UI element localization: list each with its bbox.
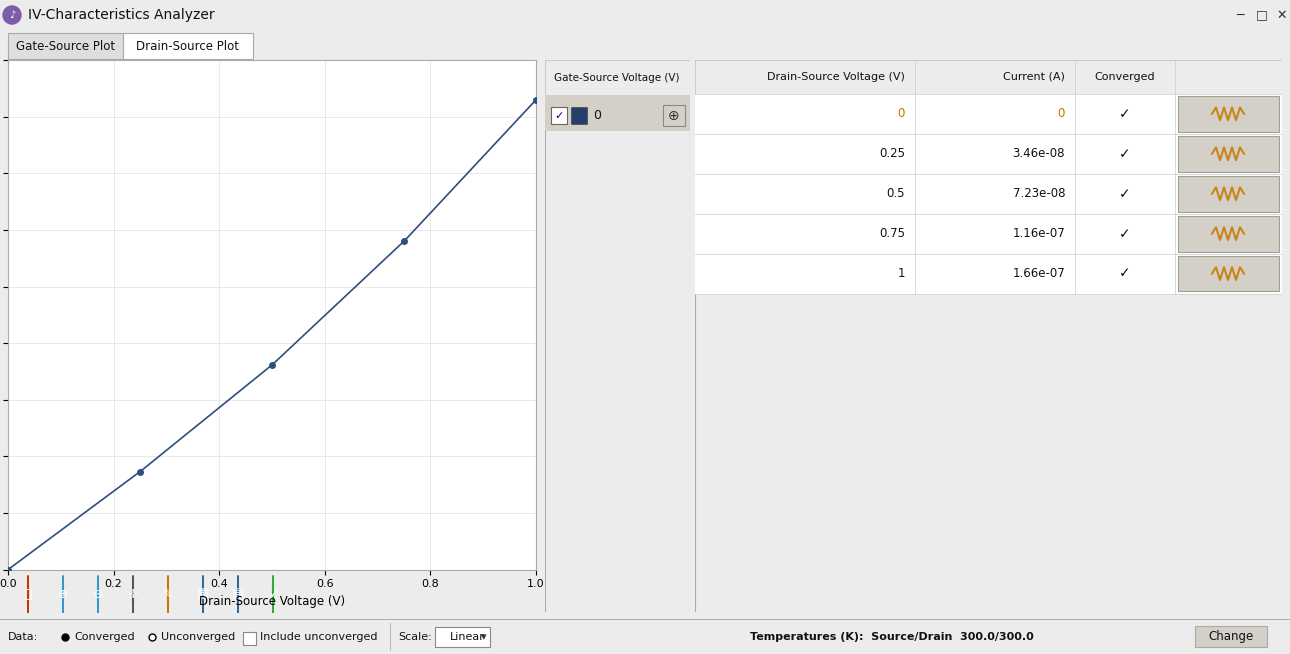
Text: ⊙: ⊙ — [93, 588, 103, 600]
Text: ─: ─ — [1236, 9, 1244, 22]
Bar — [1178, 256, 1278, 292]
Text: 0: 0 — [1058, 107, 1066, 120]
Bar — [243, 632, 255, 645]
Text: Drain-Source Voltage (V): Drain-Source Voltage (V) — [768, 72, 906, 82]
Bar — [695, 134, 1282, 174]
Text: Temperatures (K):  Source/Drain  300.0/300.0: Temperatures (K): Source/Drain 300.0/300… — [749, 632, 1033, 642]
Text: 0: 0 — [593, 109, 601, 122]
Text: ⊕: ⊕ — [58, 588, 68, 600]
Text: Current (A): Current (A) — [1004, 72, 1066, 82]
Bar — [695, 174, 1282, 214]
Text: □: □ — [1256, 9, 1268, 22]
Bar — [1178, 176, 1278, 211]
Text: Include unconverged: Include unconverged — [261, 632, 378, 642]
Text: 0.25: 0.25 — [878, 147, 906, 160]
Text: 1.16e-07: 1.16e-07 — [1013, 227, 1066, 240]
Text: 0: 0 — [898, 107, 906, 120]
Bar — [544, 60, 690, 95]
Text: 7.23e-08: 7.23e-08 — [1013, 187, 1066, 200]
Text: Drain-Source Plot: Drain-Source Plot — [137, 40, 240, 52]
Bar — [695, 254, 1282, 294]
Text: ✓: ✓ — [1120, 107, 1131, 121]
Text: ✓: ✓ — [1120, 146, 1131, 161]
Text: Gate-Source Plot: Gate-Source Plot — [15, 40, 115, 52]
Text: 1.66e-07: 1.66e-07 — [1013, 267, 1066, 280]
Circle shape — [3, 6, 21, 24]
Text: ✓: ✓ — [1120, 267, 1131, 281]
Bar — [544, 95, 690, 131]
Bar — [695, 60, 1282, 94]
Text: ✛: ✛ — [128, 588, 138, 600]
Text: ✓: ✓ — [1120, 227, 1131, 241]
Text: 0.5: 0.5 — [886, 187, 906, 200]
X-axis label: Drain-Source Voltage (V): Drain-Source Voltage (V) — [199, 595, 344, 608]
Text: Converged: Converged — [1095, 72, 1156, 82]
Text: ✓: ✓ — [268, 588, 279, 600]
Text: ▦: ▦ — [197, 588, 209, 600]
Text: Unconverged: Unconverged — [161, 632, 235, 642]
Bar — [435, 627, 490, 647]
Text: Scale:: Scale: — [399, 632, 432, 642]
Text: Linear: Linear — [450, 632, 485, 642]
Bar — [1178, 96, 1278, 131]
Text: ✎: ✎ — [163, 588, 173, 600]
Text: IV-Characteristics Analyzer: IV-Characteristics Analyzer — [28, 8, 214, 22]
Text: ▾: ▾ — [481, 632, 486, 642]
Text: 0.75: 0.75 — [878, 227, 906, 240]
Bar — [551, 107, 568, 124]
Text: ♪: ♪ — [9, 10, 15, 20]
Text: Data:: Data: — [8, 632, 39, 642]
Text: 3.46e-08: 3.46e-08 — [1013, 147, 1066, 160]
Bar — [1178, 216, 1278, 252]
Text: 🏠: 🏠 — [25, 588, 32, 600]
Bar — [123, 33, 253, 59]
Bar — [663, 105, 685, 126]
Bar — [1178, 136, 1278, 171]
Bar — [8, 33, 123, 59]
Bar — [695, 214, 1282, 254]
Text: ▤: ▤ — [232, 588, 244, 600]
Text: 1: 1 — [898, 267, 906, 280]
Text: Gate-Source Voltage (V): Gate-Source Voltage (V) — [555, 73, 680, 83]
Bar — [695, 94, 1282, 134]
Text: ✕: ✕ — [1277, 9, 1287, 22]
Bar — [1195, 626, 1267, 647]
Text: Converged: Converged — [74, 632, 134, 642]
Text: ✓: ✓ — [555, 111, 564, 121]
Bar — [571, 107, 587, 124]
Text: Change: Change — [1209, 630, 1254, 644]
Text: ⊕: ⊕ — [668, 109, 680, 123]
Text: ✓: ✓ — [1120, 186, 1131, 201]
